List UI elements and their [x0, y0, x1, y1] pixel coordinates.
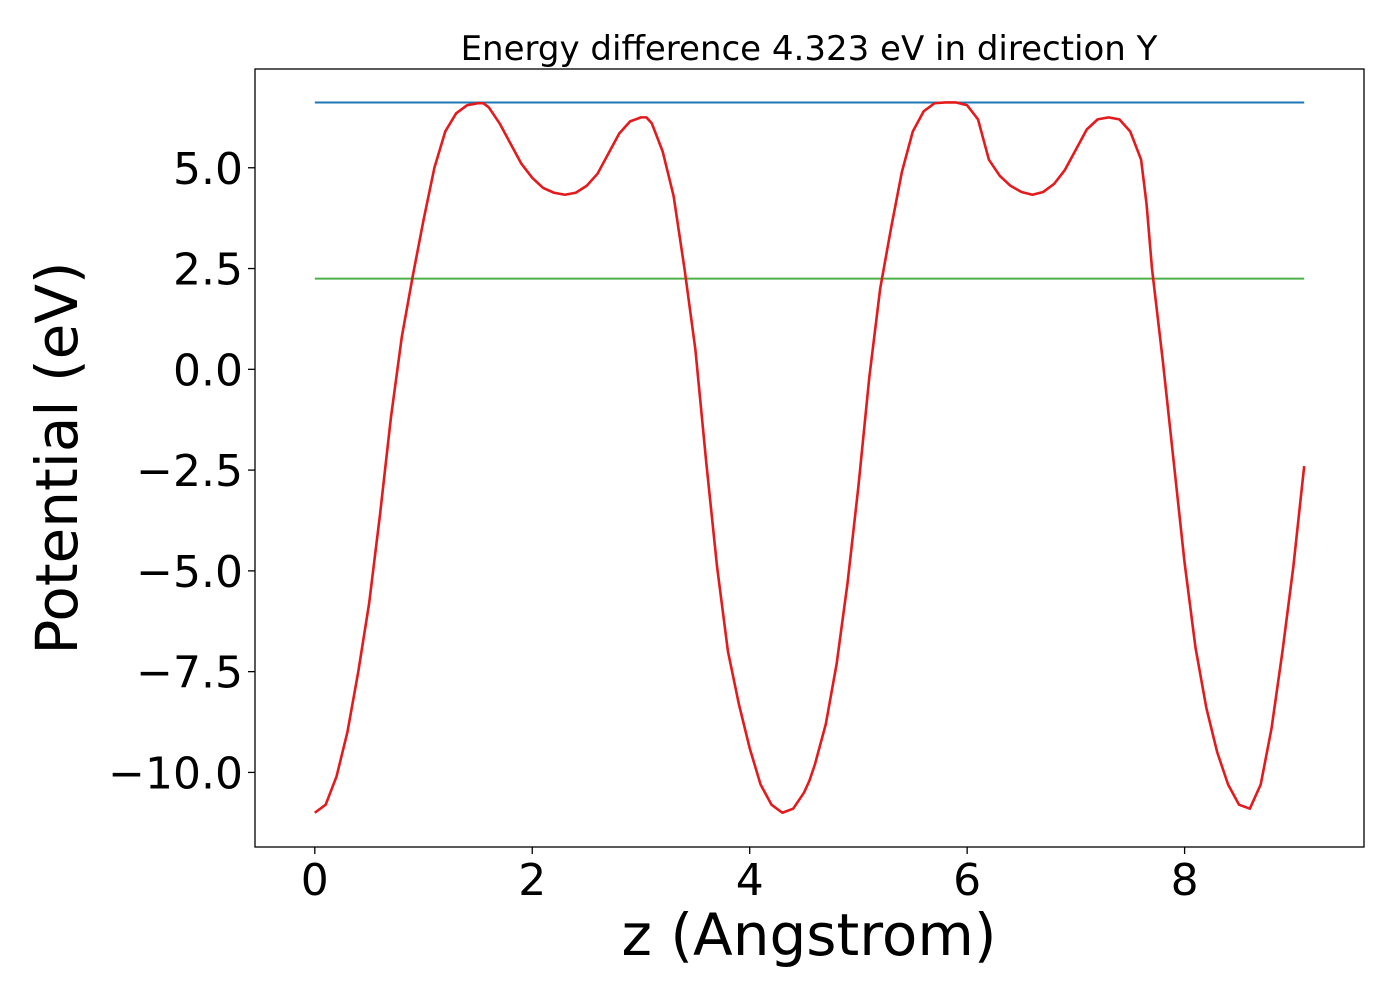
x-tick-label: 0: [301, 855, 329, 906]
y-axis-ticks: −10.0 −7.5 −5.0 −2.5 0.0 2.5 5.0: [108, 144, 255, 799]
y-axis-label: Potential (eV): [23, 261, 91, 654]
y-tick-label: 5.0: [173, 144, 243, 195]
chart-title: Energy difference 4.323 eV in direction …: [461, 29, 1158, 69]
y-tick-label: −5.0: [136, 547, 243, 598]
x-tick-label: 2: [518, 855, 546, 906]
x-tick-label: 4: [736, 855, 764, 906]
x-tick-label: 6: [953, 855, 981, 906]
x-tick-label: 8: [1171, 855, 1199, 906]
y-tick-label: −7.5: [136, 648, 243, 699]
x-axis-ticks: 0 2 4 6 8: [301, 847, 1199, 906]
y-tick-label: −2.5: [136, 446, 243, 497]
potential-curve-line: [314, 101, 1306, 815]
y-tick-label: 2.5: [173, 245, 243, 296]
plot-frame: [254, 68, 1365, 848]
y-tick-label: 0.0: [173, 345, 243, 396]
x-axis-label: z (Angstrom): [622, 901, 997, 969]
y-tick-label: −10.0: [108, 748, 243, 799]
